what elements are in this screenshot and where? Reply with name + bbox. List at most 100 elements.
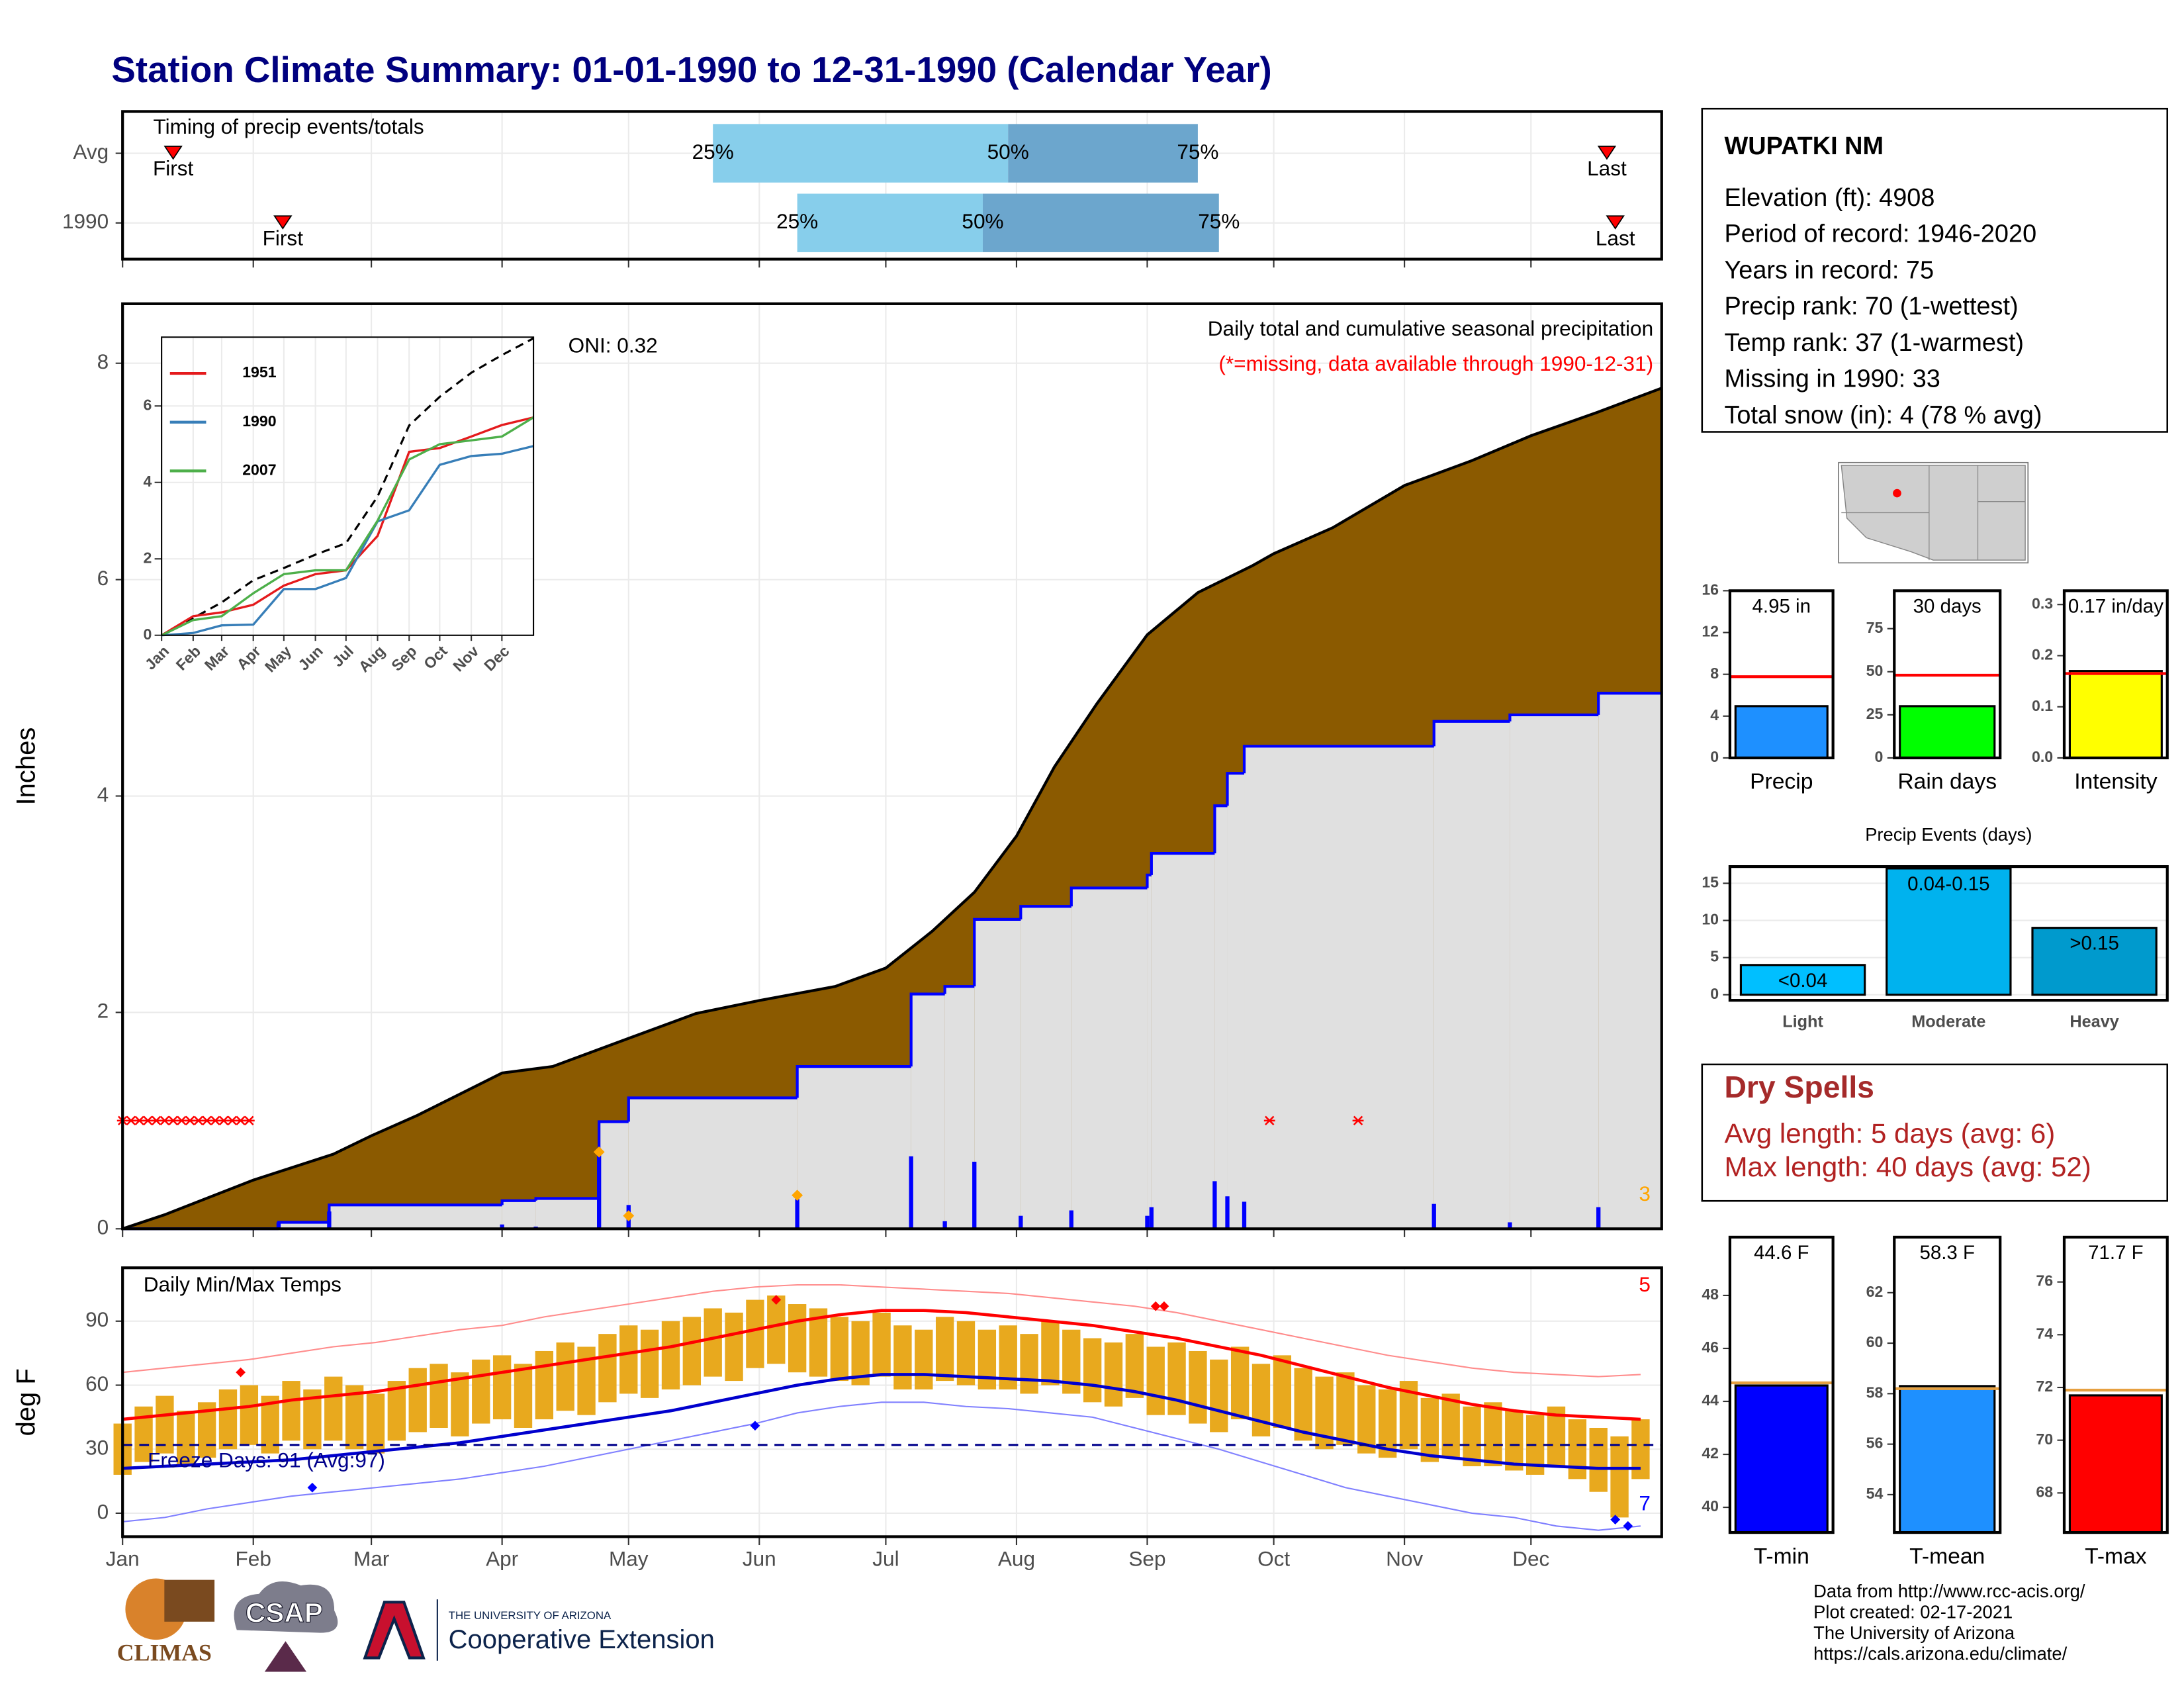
y-tick-label: 50 <box>1866 662 1884 679</box>
daily-bar <box>1432 1203 1436 1229</box>
category-label: T-min <box>1754 1544 1809 1569</box>
percent-label: 25% <box>776 209 818 233</box>
y-tick-label: 0 <box>97 1499 109 1523</box>
daily-range-bar <box>1505 1411 1524 1471</box>
y-tick-label: 8 <box>1710 665 1719 682</box>
cumulative-fill <box>278 1222 330 1229</box>
daily-range-bar <box>598 1334 617 1403</box>
cumulative-fill <box>535 1198 600 1229</box>
daily-range-bar <box>366 1393 385 1454</box>
frame <box>1893 1235 2002 1534</box>
daily-range-bar <box>240 1385 259 1445</box>
station-line: Years in record: 75 <box>1724 256 1934 284</box>
daily-bar <box>1019 1215 1023 1229</box>
category-label: 1990 <box>62 209 109 233</box>
daily-range-bar <box>324 1376 343 1441</box>
y-tick-label: 44 <box>1702 1391 1719 1409</box>
y-tick-label: 0 <box>97 1215 109 1239</box>
series-line <box>161 416 534 637</box>
bar <box>1734 1384 1829 1534</box>
station-line: Precip rank: 70 (1-wettest) <box>1724 293 2018 320</box>
oni-label: ONI: 0.32 <box>569 333 658 357</box>
cumulative-fill <box>502 1200 536 1229</box>
y-tick-label: 6 <box>97 566 109 590</box>
locator-map <box>1838 461 2029 564</box>
record-marker <box>307 1482 318 1493</box>
daily-range-bar <box>767 1295 786 1364</box>
y-tick-label: 46 <box>1702 1338 1719 1356</box>
bar <box>2068 670 2163 759</box>
percent-label: 75% <box>1177 140 1218 164</box>
daily-range-bar <box>1357 1385 1376 1454</box>
inset-background <box>161 337 534 635</box>
daily-range-bar <box>1251 1364 1271 1436</box>
daily-range-bar <box>978 1329 997 1389</box>
daily-range-bar <box>935 1317 954 1382</box>
timing-label: Last <box>1587 156 1627 180</box>
credit-line: Data from http://www.rcc-acis.org/ <box>1813 1581 2085 1601</box>
daily-bar <box>1212 1181 1217 1229</box>
cumulative-fill <box>974 919 1021 1229</box>
station-line: Temp rank: 37 (1-warmest) <box>1724 329 2024 357</box>
frame <box>121 1266 1663 1538</box>
station-box <box>1701 107 2169 433</box>
daily-range-bar <box>472 1359 490 1424</box>
daily-range-bar <box>1273 1355 1292 1428</box>
cumulative-fill <box>1510 714 1599 1229</box>
timing-marker <box>163 146 183 160</box>
y-tick-label: 0.3 <box>2032 594 2053 612</box>
daily-range-bar <box>1420 1397 1439 1462</box>
daily-range-bar <box>1463 1406 1481 1467</box>
dry-spells-title: Dry Spells <box>1724 1070 1874 1104</box>
cumulative-step <box>973 917 1021 987</box>
cumulative-step <box>1150 852 1215 875</box>
daily-range-bar <box>1230 1346 1250 1420</box>
category-label: Heavy <box>2070 1012 2118 1031</box>
logo-text: Cooperative Extension <box>449 1625 715 1654</box>
legend-label: 1951 <box>242 363 277 381</box>
timing-bar-upper <box>982 193 1219 252</box>
cumulative-step <box>1508 713 1599 722</box>
daily-range-bar <box>430 1364 448 1428</box>
daily-bar <box>276 1222 281 1229</box>
frame <box>1893 589 2002 760</box>
daily-range-bar <box>156 1395 174 1454</box>
record-marker <box>236 1367 246 1378</box>
logo-text: CLIMAS <box>117 1639 212 1665</box>
category-label: T-mean <box>1909 1544 1985 1569</box>
y-axis-label: deg F <box>12 1368 41 1436</box>
panel-title: Timing of precip events/totals <box>154 115 424 138</box>
daily-range-bar <box>577 1346 596 1415</box>
x-tick-label: Feb <box>236 1547 271 1571</box>
panel-note-missing: (*=missing, data available through 1990-… <box>1218 352 1653 375</box>
daily-bar <box>1149 1207 1154 1229</box>
y-tick-label: 4 <box>1710 706 1719 724</box>
daily-bar <box>597 1152 602 1229</box>
y-tick-label: 40 <box>1702 1497 1719 1515</box>
percent-label: 25% <box>692 140 734 164</box>
station-line: Missing in 1990: 33 <box>1724 365 1940 393</box>
daily-range-bar <box>704 1308 722 1377</box>
ua-emblem <box>363 1601 426 1660</box>
map-station-dot <box>1893 489 1901 498</box>
y-tick-label: 68 <box>2036 1483 2053 1500</box>
frame <box>2062 1235 2169 1534</box>
daily-range-bar <box>282 1381 300 1441</box>
x-tick-label: Jan <box>106 1547 140 1571</box>
y-tick-label: 16 <box>1702 581 1719 598</box>
y-tick-label: 0.2 <box>2032 646 2053 663</box>
record-low-count: 7 <box>1639 1491 1651 1515</box>
y-tick-label: 62 <box>1866 1283 1884 1300</box>
cumulative-step <box>1069 886 1148 907</box>
frame <box>121 110 1663 261</box>
y-tick-label: 2 <box>97 999 109 1023</box>
cumulative-step <box>1226 772 1245 806</box>
daily-bar <box>500 1224 504 1229</box>
record-marker <box>1610 1515 1621 1524</box>
bar <box>1899 705 1996 759</box>
panel-title: Precip Events (days) <box>1865 824 2032 845</box>
y-tick-label: 75 <box>1866 619 1884 636</box>
value-label: 71.7 F <box>2088 1242 2144 1264</box>
y-tick-label: 15 <box>1702 873 1719 890</box>
